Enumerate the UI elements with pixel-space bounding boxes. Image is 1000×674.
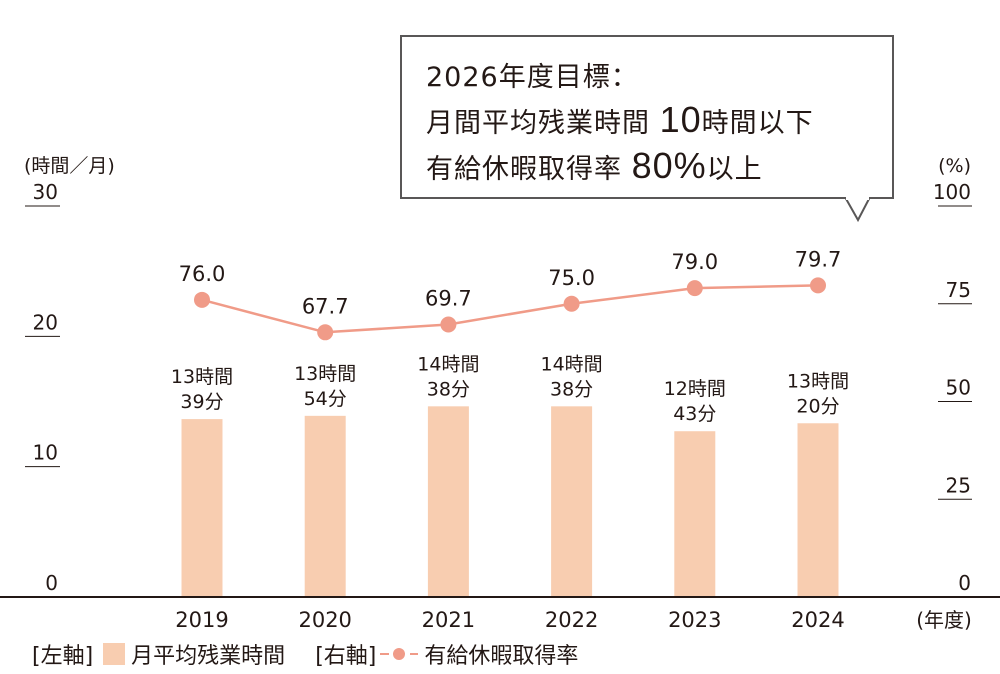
line-point (686, 280, 703, 297)
goal-callout: 2026年度目標： 月間平均残業時間 10時間以下 有給休暇取得率 80%以上 (400, 35, 894, 199)
bar-label-minutes: 39分 (180, 391, 223, 413)
right-tick-label: 0 (958, 571, 971, 595)
callout-tail (843, 196, 872, 223)
bar-label-hours: 13時間 (294, 363, 356, 385)
goal-leave-prefix: 有給休暇取得率 (426, 154, 622, 185)
bar (551, 406, 593, 597)
bar-label-hours: 13時間 (787, 370, 849, 392)
bar (427, 406, 469, 597)
x-axis-ticks: 2019 2020 2021 2022 2023 2024 (175, 608, 844, 632)
right-tick-label: 50 (946, 376, 971, 400)
line-series: 76.0 67.7 69.7 75.0 79.0 79.7 (179, 247, 842, 341)
line-path (201, 284, 819, 334)
bar (797, 423, 839, 597)
bar-label-minutes: 38分 (427, 378, 470, 400)
legend: [左軸] 月平均残業時間 [右軸] 有給休暇取得率 (32, 638, 578, 670)
goal-overtime-value: 10 (659, 99, 702, 140)
x-tick-label: 2022 (545, 608, 598, 632)
bar (674, 431, 716, 597)
bar-label-minutes: 43分 (673, 403, 716, 425)
goal-overtime: 月間平均残業時間 10時間以下 (426, 99, 814, 141)
x-tick-label: 2020 (298, 608, 351, 632)
line-point (194, 291, 210, 308)
right-tick-label: 25 (946, 473, 971, 497)
bar-label-hours: 13時間 (171, 366, 233, 388)
line-data-label: 67.7 (302, 294, 349, 318)
bar-labels: 13時間 39分 13時間 54分 14時間 38分 14時間 38分 12時間 43分 13時間 2… (171, 353, 849, 425)
bar-label-hours: 12時間 (664, 378, 726, 400)
legend-right-axis: [右軸] (315, 644, 377, 669)
legend-bar-label: 月平均残業時間 (131, 644, 286, 669)
x-tick-label: 2021 (422, 608, 475, 632)
x-axis-label: (年度) (916, 608, 972, 632)
goal-overtime-prefix: 月間平均残業時間 (426, 108, 650, 139)
line-data-label: 76.0 (179, 262, 226, 286)
line-data-label: 79.0 (671, 250, 718, 274)
line-point (317, 324, 334, 341)
bar-label-minutes: 54分 (304, 388, 347, 410)
left-tick-label: 30 (33, 180, 58, 204)
goal-title: 2026年度目標： (426, 62, 639, 93)
bar-label-hours: 14時間 (417, 353, 479, 375)
line-point (563, 295, 580, 312)
x-tick-label: 2023 (668, 608, 721, 632)
right-tick-label: 75 (946, 278, 971, 302)
right-axis-label: (%) (938, 155, 971, 177)
legend-left-axis: [左軸] (32, 644, 94, 669)
line-data-label: 79.7 (795, 247, 842, 271)
legend-line-marker-icon (378, 643, 420, 665)
left-tick-label: 0 (45, 571, 58, 595)
x-tick-label: 2024 (791, 608, 844, 632)
bar (181, 419, 223, 597)
bar-series (181, 406, 839, 597)
left-axis-label: (時間／月) (24, 155, 115, 177)
bar (304, 415, 346, 597)
bar-label-hours: 14時間 (541, 353, 603, 375)
right-axis-ticks: 0 25 50 75 100 (933, 180, 972, 595)
goal-leave: 有給休暇取得率 80%以上 (426, 145, 763, 187)
legend-line-label: 有給休暇取得率 (424, 644, 579, 669)
bar-label-minutes: 20分 (796, 395, 839, 417)
goal-overtime-suffix: 時間以下 (701, 108, 814, 139)
left-tick-label: 10 (33, 441, 58, 465)
left-axis-ticks: 0 10 20 30 (25, 180, 60, 595)
line-point (810, 277, 826, 294)
left-tick-label: 20 (33, 310, 58, 334)
callout-tail-join (846, 197, 869, 200)
legend-bar-swatch (103, 643, 126, 665)
line-data-label: 69.7 (425, 286, 472, 310)
x-tick-label: 2019 (175, 608, 228, 632)
right-tick-label: 100 (933, 180, 971, 204)
bar-label-minutes: 38分 (550, 378, 593, 400)
goal-leave-value: 80% (631, 145, 707, 186)
line-point (440, 316, 457, 333)
line-data-label: 75.0 (548, 266, 595, 290)
goal-leave-suffix: 以上 (706, 154, 763, 185)
